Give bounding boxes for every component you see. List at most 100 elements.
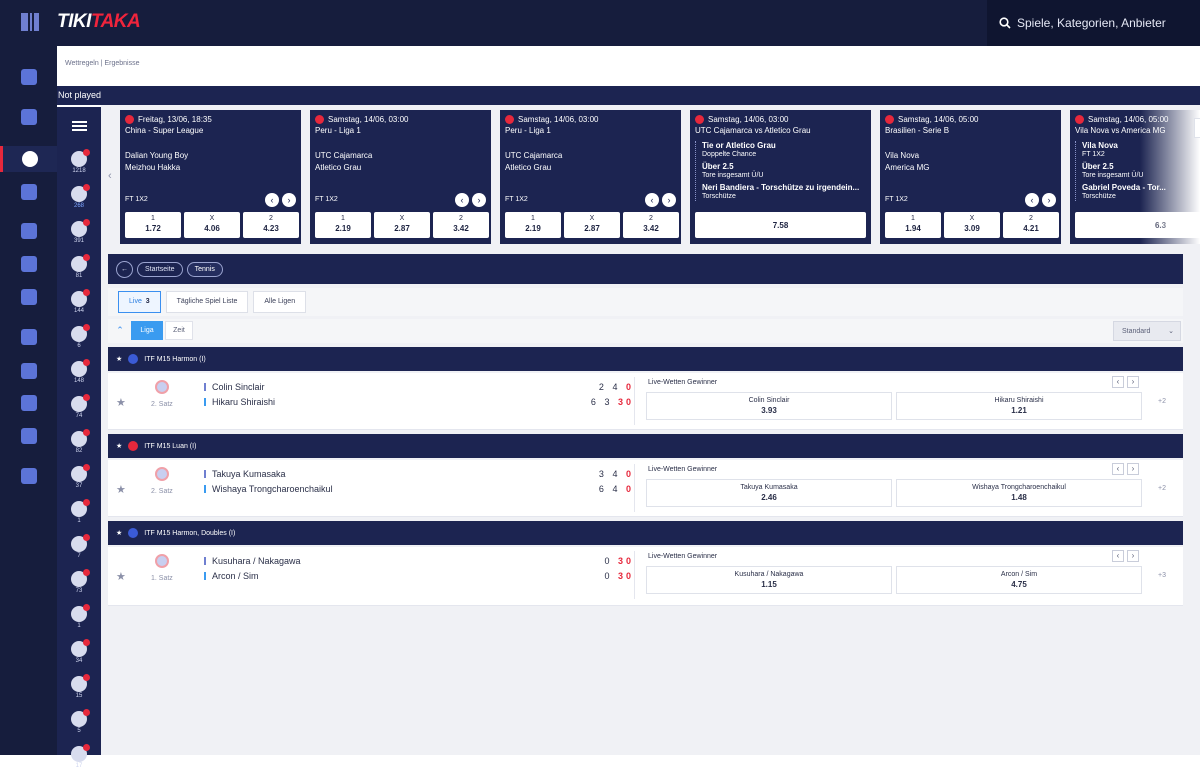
search-input[interactable]: Spiele, Kategorien, Anbieter	[1017, 16, 1166, 30]
odds-button[interactable]: X 3.09	[944, 212, 1000, 238]
tab-daily-list[interactable]: Tägliche Spiel Liste	[165, 291, 249, 313]
match-card[interactable]: Samstag, 14/06, 03:00 Peru - Liga 1 UTC Ca…	[500, 110, 681, 244]
odds-button[interactable]: 2 3.42	[623, 212, 679, 238]
odds-button[interactable]: 1 2.19	[315, 212, 371, 238]
nav-gift[interactable]	[0, 64, 57, 90]
sport-item[interactable]: 1	[57, 604, 101, 629]
sport-menu-icon[interactable]	[57, 121, 101, 131]
star-icon[interactable]: ★	[116, 443, 123, 450]
odds-button[interactable]: X 4.06	[184, 212, 240, 238]
chevron-right-icon[interactable]: ›	[1127, 463, 1139, 475]
sport-item[interactable]: 268	[57, 184, 101, 209]
odds-button[interactable]: X 2.87	[564, 212, 620, 238]
sport-item[interactable]: 17	[57, 744, 101, 769]
sport-item[interactable]: 6	[57, 324, 101, 349]
sport-item[interactable]: 7	[57, 534, 101, 559]
tab-live[interactable]: Live 3	[118, 291, 161, 313]
nav-live[interactable]	[0, 179, 57, 205]
tab-home[interactable]: Startseite	[137, 261, 183, 277]
match-card[interactable]: Samstag, 14/06, 05:00 Brasilien - Serie B…	[880, 110, 1061, 244]
breadcrumb-results[interactable]: Ergebnisse	[104, 60, 140, 67]
breadcrumb-rules[interactable]: Wettregeln	[65, 60, 99, 67]
sport-item[interactable]: 391	[57, 219, 101, 244]
odds-button[interactable]: 2 4.23	[243, 212, 299, 238]
odds-button[interactable]: 2 3.42	[433, 212, 489, 238]
nav-betslip[interactable]	[0, 218, 57, 244]
odds-button[interactable]: Takuya Kumasaka 2.46	[646, 479, 892, 507]
search-bar[interactable]: Spiele, Kategorien, Anbieter	[987, 0, 1200, 46]
sport-item[interactable]: 5	[57, 709, 101, 734]
sort-select[interactable]: Standard ⌄	[1113, 321, 1181, 341]
odds-button[interactable]: Hikaru Shiraishi 1.21	[896, 392, 1142, 420]
chevron-right-icon[interactable]: ›	[282, 193, 296, 207]
star-icon[interactable]: ★	[116, 530, 123, 537]
chevron-left-icon[interactable]: ‹	[1112, 376, 1124, 388]
match-row[interactable]: ★ 2. Satz Takuya Kumasaka Wishaya Trongchar…	[108, 460, 1183, 517]
chevron-left-icon[interactable]: ‹	[265, 193, 279, 207]
star-icon[interactable]: ★	[116, 484, 126, 496]
chevron-right-icon[interactable]: ›	[1127, 376, 1139, 388]
chevron-right-icon[interactable]: ›	[662, 193, 676, 207]
chevron-left-icon[interactable]: ‹	[1112, 463, 1124, 475]
back-button[interactable]: ←	[116, 260, 133, 278]
tab-all-leagues[interactable]: Alle Ligen	[253, 291, 307, 313]
odds-button[interactable]: Wishaya Trongcharoenchaikul 1.48	[896, 479, 1142, 507]
more-markets-link[interactable]: +2	[1158, 485, 1166, 492]
star-icon[interactable]: ★	[116, 356, 123, 363]
nav-seven[interactable]	[0, 284, 57, 310]
chevron-left-icon[interactable]: ‹	[1025, 193, 1039, 207]
sport-item[interactable]: 82	[57, 429, 101, 454]
sidebar-toggle-icon[interactable]	[21, 13, 39, 31]
sport-item[interactable]: 1	[57, 499, 101, 524]
league-header[interactable]: ★ ITF M15 Harmon (I)	[108, 347, 1183, 371]
odds-button[interactable]: 1 2.19	[505, 212, 561, 238]
collapse-icon[interactable]: ⌃	[116, 325, 124, 335]
odds-button[interactable]: 1 1.72	[125, 212, 181, 238]
match-row[interactable]: ★ 1. Satz Kusuhara / Nakagawa Arcon / Sim 0…	[108, 547, 1183, 606]
star-icon[interactable]: ★	[116, 571, 126, 583]
match-card[interactable]: Samstag, 14/06, 03:00 UTC Cajamarca vs At…	[690, 110, 871, 244]
league-header[interactable]: ★ ITF M15 Harmon, Doubles (I)	[108, 521, 1183, 545]
chevron-left-icon[interactable]: ‹	[455, 193, 469, 207]
tab-tennis[interactable]: Tennis	[186, 261, 223, 277]
chevron-left-icon[interactable]: ‹	[645, 193, 659, 207]
match-row[interactable]: ★ 2. Satz Colin Sinclair Hikaru Shiraishi 2 …	[108, 373, 1183, 430]
nav-basket[interactable]	[0, 423, 57, 449]
view-liga-button[interactable]: Liga	[131, 321, 163, 340]
league-header[interactable]: ★ ITF M15 Luan (I)	[108, 434, 1183, 458]
nav-crown[interactable]	[0, 463, 57, 489]
sport-item[interactable]: 37	[57, 464, 101, 489]
chevron-right-icon[interactable]: ›	[1127, 550, 1139, 562]
sport-item[interactable]: 148	[57, 359, 101, 384]
nav-casino[interactable]	[0, 251, 57, 277]
more-markets-link[interactable]: +2	[1158, 398, 1166, 405]
nav-home[interactable]	[0, 104, 57, 130]
nav-speed[interactable]	[0, 390, 57, 416]
sport-item[interactable]: 34	[57, 639, 101, 664]
sport-item[interactable]: 74	[57, 394, 101, 419]
sport-item[interactable]: 144	[57, 289, 101, 314]
view-zeit-button[interactable]: Zeit	[165, 321, 193, 340]
odds-button[interactable]: Kusuhara / Nakagawa 1.15	[646, 566, 892, 594]
star-icon[interactable]: ★	[116, 397, 126, 409]
sport-item[interactable]: 81	[57, 254, 101, 279]
nav-trophy[interactable]	[0, 358, 57, 384]
odds-button[interactable]: Arcon / Sim 4.75	[896, 566, 1142, 594]
logo[interactable]: TIKITAKA	[57, 11, 141, 32]
sport-item[interactable]: 1218	[57, 149, 101, 174]
nav-tennis[interactable]	[0, 146, 57, 172]
odds-button[interactable]: X 2.87	[374, 212, 430, 238]
odds-button[interactable]: 1 1.94	[885, 212, 941, 238]
match-card[interactable]: Freitag, 13/06, 18:35 China - Super Leagu…	[120, 110, 301, 244]
chevron-right-icon[interactable]: ›	[1042, 193, 1056, 207]
chevron-right-icon[interactable]: ›	[472, 193, 486, 207]
odds-button[interactable]: 2 4.21	[1003, 212, 1059, 238]
carousel-prev-icon[interactable]: ‹	[108, 170, 112, 182]
more-markets-link[interactable]: +3	[1158, 572, 1166, 579]
bet-odds-button[interactable]: 7.58	[695, 212, 866, 238]
odds-button[interactable]: Colin Sinclair 3.93	[646, 392, 892, 420]
chevron-left-icon[interactable]: ‹	[1112, 550, 1124, 562]
nav-calendar[interactable]	[0, 324, 57, 350]
sport-item[interactable]: 73	[57, 569, 101, 594]
match-card[interactable]: Samstag, 14/06, 03:00 Peru - Liga 1 UTC Ca…	[310, 110, 491, 244]
